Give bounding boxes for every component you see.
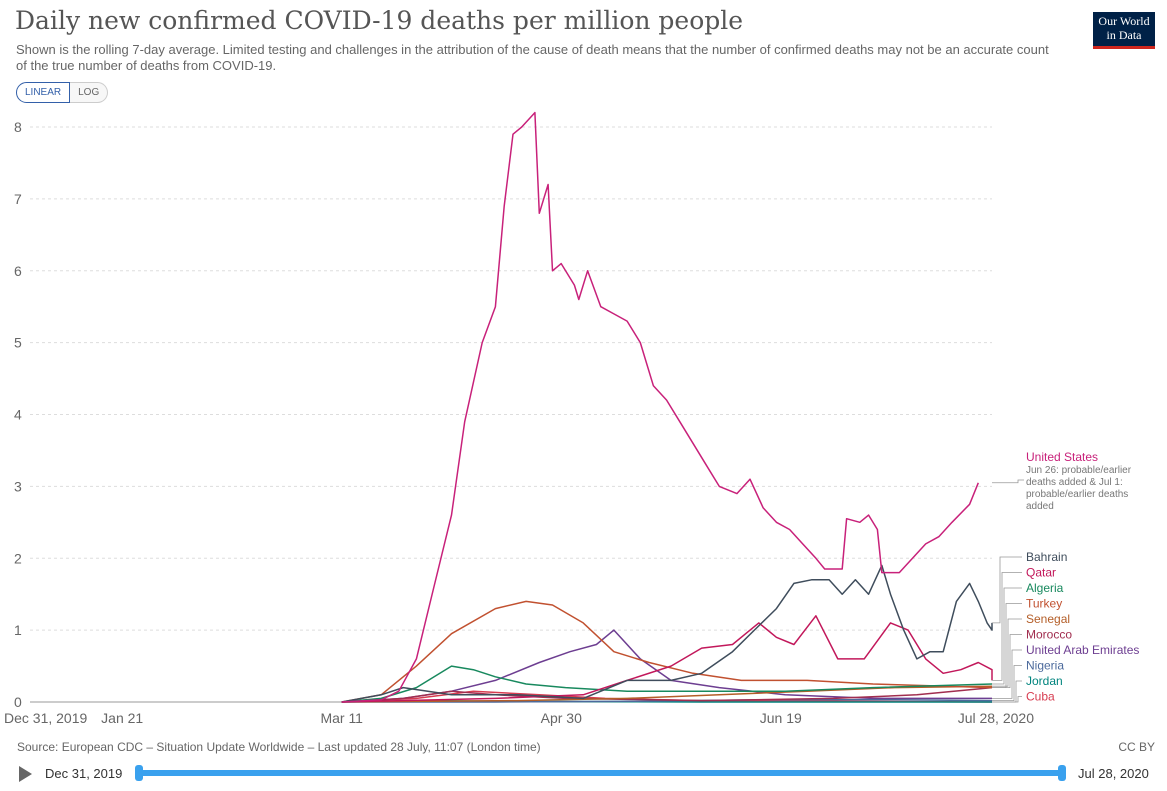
source-note[interactable]: Source: European CDC – Situation Update … (17, 740, 541, 754)
series-line-bahrain (341, 564, 993, 703)
y-tick-label: 3 (14, 478, 22, 494)
timeline-end-label: Jul 28, 2020 (1078, 766, 1149, 781)
label-leader-line (992, 665, 1022, 701)
series-label-united-arab-emirates: United Arab Emirates (1026, 643, 1139, 657)
y-tick-label: 8 (14, 119, 22, 135)
series-label-algeria: Algeria (1026, 581, 1064, 595)
series-line-united-states (341, 111, 979, 703)
series-label-qatar: Qatar (1026, 566, 1056, 580)
series-label-turkey: Turkey (1026, 597, 1062, 611)
y-tick-label: 1 (14, 622, 22, 638)
owid-logo[interactable]: Our World in Data (1093, 12, 1155, 49)
x-tick-label: Jan 21 (101, 710, 143, 726)
label-leader-line (992, 572, 1022, 681)
series-label-cuba: Cuba (1026, 690, 1055, 704)
series-line-algeria (341, 665, 993, 703)
x-tick-label: Dec 31, 2019 (4, 710, 87, 726)
series-label-senegal: Senegal (1026, 612, 1070, 626)
play-icon[interactable] (19, 766, 32, 782)
label-leader-line (992, 696, 1022, 703)
label-leader-united-states (992, 479, 1024, 484)
chart-subtitle: Shown is the rolling 7-day average. Limi… (16, 42, 1049, 73)
chart-title: Daily new confirmed COVID-19 deaths per … (15, 6, 744, 35)
timeline-start-label: Dec 31, 2019 (45, 766, 123, 781)
series-line-turkey (341, 600, 993, 703)
license-link[interactable]: CC BY (1118, 740, 1155, 754)
label-leader-line (992, 603, 1022, 688)
timeline-track[interactable] (139, 770, 1063, 776)
label-leader-line (992, 634, 1022, 688)
series-label-united-states: United States (1026, 450, 1098, 464)
logo-accent-bar (1093, 46, 1155, 49)
series-lines (341, 111, 993, 703)
series-line-united-arab-emirates (341, 629, 992, 703)
series-label-nigeria: Nigeria (1026, 659, 1064, 673)
label-leader-line (992, 556, 1022, 624)
label-leader-line (992, 618, 1022, 687)
logo-line-2: in Data (1106, 28, 1142, 42)
x-tick-label: Jun 19 (760, 710, 802, 726)
y-tick-label: 4 (14, 407, 22, 423)
y-tick-label: 6 (14, 263, 22, 279)
x-tick-label: Jul 28, 2020 (958, 710, 1034, 726)
scale-toggle: LINEAR LOG (16, 82, 109, 103)
x-tick-label: Mar 11 (320, 710, 363, 726)
line-chart: 0 1 2 3 4 5 6 7 8 Dec 31, 2019 Jan 21 Mar 11 Apr 30… (4, 111, 1139, 726)
logo-line-1: Our World (1098, 14, 1150, 28)
series-line-qatar (341, 615, 993, 703)
series-label-jordan: Jordan (1026, 674, 1063, 688)
x-axis-ticks: Dec 31, 2019 Jan 21 Mar 11 Apr 30 Jun 19 Jul … (4, 710, 1034, 726)
timeline-slider: Dec 31, 2019 Jul 28, 2020 (0, 758, 1167, 791)
y-tick-label: 5 (14, 335, 22, 351)
y-axis-ticks: 0 1 2 3 4 5 6 7 8 (14, 119, 22, 710)
timeline-end-handle[interactable] (1058, 765, 1066, 781)
linear-scale-button[interactable]: LINEAR (16, 82, 71, 103)
log-scale-button[interactable]: LOG (70, 82, 109, 103)
series-line-cuba (341, 690, 993, 703)
y-tick-label: 7 (14, 191, 22, 207)
series-label-bahrain: Bahrain (1026, 550, 1067, 564)
x-tick-label: Apr 30 (541, 710, 582, 726)
y-tick-label: 2 (14, 550, 22, 566)
label-leader-line (992, 587, 1022, 685)
series-line-morocco (341, 686, 993, 703)
label-leader-line (992, 649, 1022, 699)
series-annotation-united-states: Jun 26: probable/earlier deaths added & J… (1026, 465, 1132, 512)
grid-lines (30, 126, 992, 703)
series-label-morocco: Morocco (1026, 628, 1072, 642)
y-tick-label: 0 (14, 694, 22, 710)
timeline-start-handle[interactable] (135, 765, 143, 781)
